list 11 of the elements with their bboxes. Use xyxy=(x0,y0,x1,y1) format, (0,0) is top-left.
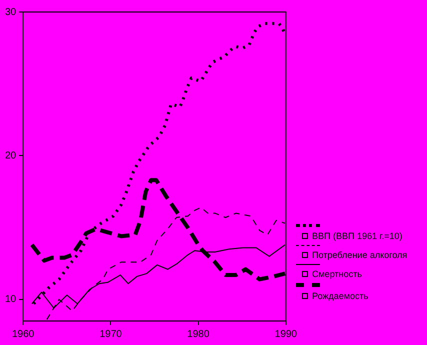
legend-label: ВВП (ВВП 1961 г.=10) xyxy=(312,231,402,241)
x-tick-label: 1990 xyxy=(274,328,298,340)
legend-label: Смертность xyxy=(312,269,362,279)
legend-label: Рождаемость xyxy=(312,291,368,301)
x-tick-label: 1980 xyxy=(187,328,210,340)
x-tick-label: 1960 xyxy=(12,328,35,340)
x-tick-label: 1970 xyxy=(100,328,122,340)
y-tick-label: 20 xyxy=(5,150,17,162)
y-tick-label: 10 xyxy=(5,294,17,306)
legend-label: Потребление алкоголя xyxy=(312,250,408,260)
y-tick-label: 30 xyxy=(5,6,17,18)
